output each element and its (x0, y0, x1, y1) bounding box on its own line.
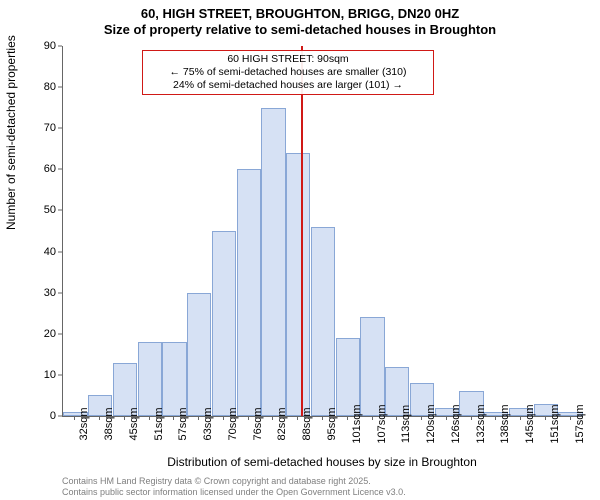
ytick-mark (58, 374, 62, 375)
annotation-line: 60 HIGH STREET: 90sqm (147, 53, 429, 66)
xtick-label: 101sqm (351, 404, 363, 443)
ytick-label: 40 (44, 246, 56, 258)
xtick-mark (248, 416, 249, 420)
ytick-mark (58, 416, 62, 417)
ytick-label: 90 (44, 40, 56, 52)
xtick-mark (570, 416, 571, 420)
xtick-mark (446, 416, 447, 420)
xtick-label: 88sqm (301, 407, 313, 440)
ytick-label: 10 (44, 369, 56, 381)
histogram-bar (261, 108, 285, 416)
xtick-mark (347, 416, 348, 420)
reference-annotation: 60 HIGH STREET: 90sqm← 75% of semi-detac… (142, 50, 434, 95)
plot-area (62, 46, 583, 417)
ytick-mark (58, 210, 62, 211)
histogram-bar (360, 317, 384, 416)
xtick-mark (372, 416, 373, 420)
xtick-label: 145sqm (524, 404, 536, 443)
ytick-mark (58, 46, 62, 47)
xtick-label: 113sqm (400, 405, 412, 443)
histogram-bar (212, 231, 236, 416)
xtick-mark (74, 416, 75, 420)
xtick-mark (396, 416, 397, 420)
ytick-label: 60 (44, 163, 56, 175)
xtick-mark (421, 416, 422, 420)
xtick-label: 76sqm (252, 407, 264, 440)
histogram-bar (187, 293, 211, 416)
chart-title-line1: 60, HIGH STREET, BROUGHTON, BRIGG, DN20 … (0, 6, 600, 21)
ytick-label: 50 (44, 204, 56, 216)
xtick-label: 32sqm (78, 407, 90, 440)
ytick-label: 80 (44, 81, 56, 93)
xtick-label: 126sqm (450, 404, 462, 443)
ytick-mark (58, 128, 62, 129)
xtick-label: 157sqm (574, 404, 586, 443)
xtick-label: 63sqm (202, 407, 214, 440)
xtick-mark (297, 416, 298, 420)
histogram-bar (311, 227, 335, 416)
xtick-mark (124, 416, 125, 420)
xtick-label: 120sqm (425, 404, 437, 443)
xtick-label: 51sqm (153, 407, 165, 440)
chart-title-line2: Size of property relative to semi-detach… (0, 22, 600, 37)
annotation-line: ← 75% of semi-detached houses are smalle… (147, 66, 429, 79)
ytick-mark (58, 251, 62, 252)
xtick-label: 151sqm (549, 404, 561, 443)
ytick-mark (58, 333, 62, 334)
xtick-mark (272, 416, 273, 420)
xtick-label: 107sqm (376, 404, 388, 443)
ytick-mark (58, 87, 62, 88)
xtick-mark (198, 416, 199, 420)
credit-line-1: Contains HM Land Registry data © Crown c… (62, 476, 406, 487)
ytick-mark (58, 169, 62, 170)
xtick-label: 45sqm (128, 407, 140, 440)
histogram-bar (286, 153, 310, 416)
histogram-bar (138, 342, 162, 416)
xtick-mark (545, 416, 546, 420)
ytick-label: 20 (44, 328, 56, 340)
xtick-label: 132sqm (475, 404, 487, 443)
xtick-label: 82sqm (276, 407, 288, 440)
xtick-label: 95sqm (326, 407, 338, 440)
xtick-mark (149, 416, 150, 420)
reference-line (301, 46, 303, 416)
annotation-line: 24% of semi-detached houses are larger (… (147, 79, 429, 92)
y-axis-label: Number of semi-detached properties (4, 35, 18, 230)
xtick-label: 138sqm (499, 404, 511, 443)
xtick-mark (322, 416, 323, 420)
xtick-label: 38sqm (103, 407, 115, 440)
histogram-bar (162, 342, 186, 416)
xtick-mark (520, 416, 521, 420)
xtick-mark (223, 416, 224, 420)
xtick-mark (495, 416, 496, 420)
credits: Contains HM Land Registry data © Crown c… (62, 476, 406, 498)
ytick-label: 30 (44, 287, 56, 299)
ytick-label: 0 (50, 410, 56, 422)
xtick-mark (99, 416, 100, 420)
histogram-bar (237, 169, 261, 416)
ytick-label: 70 (44, 122, 56, 134)
ytick-mark (58, 292, 62, 293)
credit-line-2: Contains public sector information licen… (62, 487, 406, 498)
x-axis-label: Distribution of semi-detached houses by … (62, 455, 582, 469)
xtick-mark (471, 416, 472, 420)
xtick-label: 70sqm (227, 407, 239, 440)
xtick-label: 57sqm (177, 407, 189, 440)
xtick-mark (173, 416, 174, 420)
